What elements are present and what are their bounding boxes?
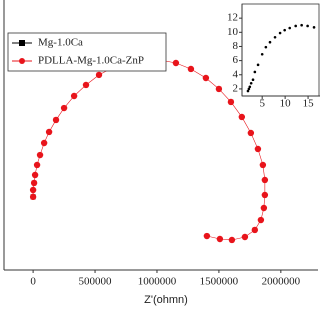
point: [238, 113, 246, 121]
point: [306, 24, 309, 28]
point: [261, 191, 269, 199]
point: [273, 35, 277, 39]
point: [95, 71, 103, 79]
point: [264, 45, 268, 49]
point: [70, 92, 78, 100]
y-tick-label: 10: [227, 26, 239, 38]
series-line: [32, 58, 266, 241]
point: [260, 52, 264, 56]
point: [246, 89, 250, 93]
point: [251, 78, 255, 82]
legend-marker: [19, 40, 25, 46]
point: [257, 216, 265, 224]
x-tick-label: 1500000: [200, 276, 239, 288]
point: [215, 85, 223, 93]
point: [248, 85, 252, 89]
legend-label: PDLLA-Mg-1.0Ca-ZnP: [38, 55, 144, 67]
point: [45, 128, 53, 136]
point: [251, 226, 259, 234]
point: [228, 236, 236, 244]
x-tick-label: 2000000: [262, 276, 301, 288]
point: [30, 179, 38, 187]
point: [249, 81, 253, 85]
y-tick-label: 2: [233, 82, 239, 94]
point: [202, 74, 210, 82]
x-tick-label: 5: [259, 98, 265, 110]
point: [300, 23, 303, 27]
point: [227, 98, 235, 106]
x-tick-label: 15: [303, 98, 315, 110]
inset-frame: [241, 3, 320, 97]
legend-marker: [19, 58, 25, 64]
x-tick-label: 0: [30, 276, 36, 288]
point: [261, 176, 269, 184]
point: [268, 40, 272, 44]
point: [36, 151, 44, 159]
x-tick-label: 1000000: [138, 276, 177, 288]
point: [216, 235, 224, 243]
point: [33, 161, 41, 169]
point: [52, 116, 60, 124]
x-tick-label: 10: [280, 98, 292, 110]
point: [288, 26, 292, 30]
x-axis-label: Z'(ohmn): [144, 294, 188, 306]
point: [283, 28, 286, 32]
point: [294, 24, 297, 28]
legend-label: Mg-1.0Ca: [38, 37, 83, 49]
point: [241, 233, 249, 241]
y-tick-label: 12: [227, 12, 238, 24]
point: [29, 193, 37, 201]
point: [259, 161, 267, 169]
point: [40, 139, 48, 147]
legend-box: [7, 32, 167, 72]
point: [253, 70, 257, 74]
point: [172, 59, 180, 67]
point: [247, 87, 251, 91]
point: [31, 171, 39, 179]
point: [254, 145, 262, 153]
point: [187, 65, 195, 73]
point: [256, 63, 260, 67]
point: [82, 81, 90, 89]
y-tick-label: 6: [233, 54, 239, 66]
x-tick-label: 500000: [79, 276, 113, 288]
point: [312, 26, 316, 29]
y-tick-label: 4: [233, 68, 239, 80]
point: [247, 129, 255, 137]
point: [260, 204, 268, 212]
point: [278, 31, 282, 35]
point: [29, 186, 37, 194]
point: [203, 232, 211, 240]
y-tick-label: 8: [233, 40, 239, 52]
point: [60, 104, 68, 112]
